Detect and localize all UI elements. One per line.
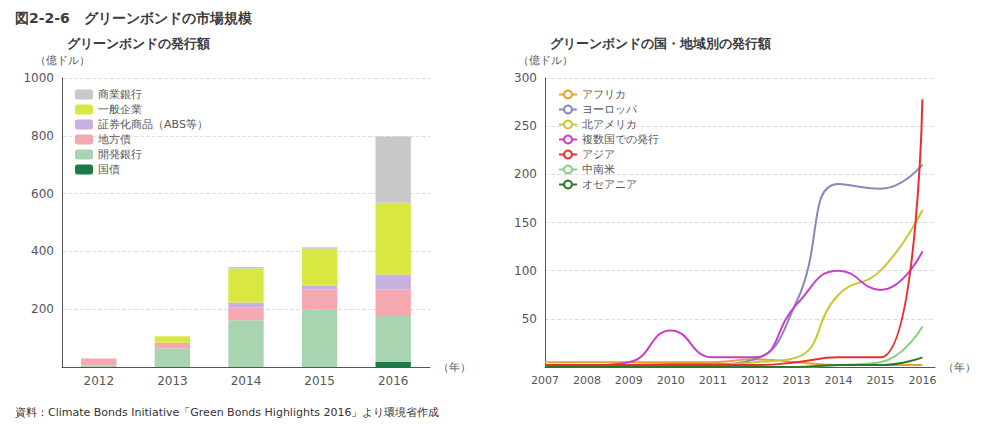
- svg-text:グリーンボンドの発行額: グリーンボンドの発行額: [67, 36, 210, 51]
- svg-text:800: 800: [31, 129, 54, 143]
- svg-text:2012: 2012: [741, 374, 769, 387]
- svg-text:2012: 2012: [84, 374, 115, 388]
- svg-text:資料：Climate Bonds Initiative「Gr: 資料：Climate Bonds Initiative「Green Bonds …: [15, 406, 439, 419]
- svg-text:2016: 2016: [378, 374, 409, 388]
- svg-text:2011: 2011: [699, 374, 727, 387]
- svg-text:2014: 2014: [231, 374, 262, 388]
- svg-text:オセアニア: オセアニア: [582, 178, 637, 191]
- svg-text:2010: 2010: [657, 374, 685, 387]
- svg-text:2007: 2007: [531, 374, 559, 387]
- svg-text:北アメリカ: 北アメリカ: [582, 118, 637, 131]
- svg-text:（億ドル）: （億ドル）: [35, 54, 90, 67]
- svg-text:（年）: （年）: [943, 361, 976, 374]
- svg-text:国債: 国債: [98, 163, 120, 176]
- svg-text:2009: 2009: [615, 374, 643, 387]
- svg-text:300: 300: [514, 71, 537, 85]
- svg-text:2016: 2016: [908, 374, 936, 387]
- svg-text:2014: 2014: [825, 374, 853, 387]
- svg-text:開発銀行: 開発銀行: [98, 148, 142, 161]
- svg-text:図2-2-6 グリーンボンドの市場規模: 図2-2-6 グリーンボンドの市場規模: [15, 10, 253, 26]
- svg-text:一般企業: 一般企業: [98, 103, 142, 116]
- svg-text:600: 600: [31, 187, 54, 201]
- svg-text:地方債: 地方債: [97, 133, 131, 146]
- svg-text:200: 200: [31, 302, 54, 316]
- svg-text:150: 150: [514, 216, 537, 230]
- svg-text:2013: 2013: [157, 374, 188, 388]
- svg-text:商業銀行: 商業銀行: [98, 88, 142, 101]
- svg-text:100: 100: [514, 264, 537, 278]
- svg-text:200: 200: [514, 167, 537, 181]
- svg-text:証券化商品（ABS等）: 証券化商品（ABS等）: [98, 118, 208, 131]
- svg-text:中南米: 中南米: [582, 163, 615, 176]
- svg-text:複数国での発行: 複数国での発行: [582, 133, 659, 146]
- svg-text:ヨーロッパ: ヨーロッパ: [582, 103, 638, 116]
- svg-text:2013: 2013: [783, 374, 811, 387]
- svg-text:グリーンボンドの国・地域別の発行額: グリーンボンドの国・地域別の発行額: [550, 36, 771, 51]
- svg-text:250: 250: [514, 119, 537, 133]
- svg-text:アジア: アジア: [582, 148, 615, 161]
- svg-text:（年）: （年）: [438, 361, 471, 374]
- svg-text:2015: 2015: [866, 374, 894, 387]
- svg-text:アフリカ: アフリカ: [582, 88, 626, 101]
- svg-text:400: 400: [31, 244, 54, 258]
- svg-text:2015: 2015: [304, 374, 335, 388]
- svg-text:1000: 1000: [23, 71, 54, 85]
- svg-text:（億ドル）: （億ドル）: [518, 54, 573, 67]
- svg-text:50: 50: [522, 312, 537, 326]
- svg-text:2008: 2008: [573, 374, 601, 387]
